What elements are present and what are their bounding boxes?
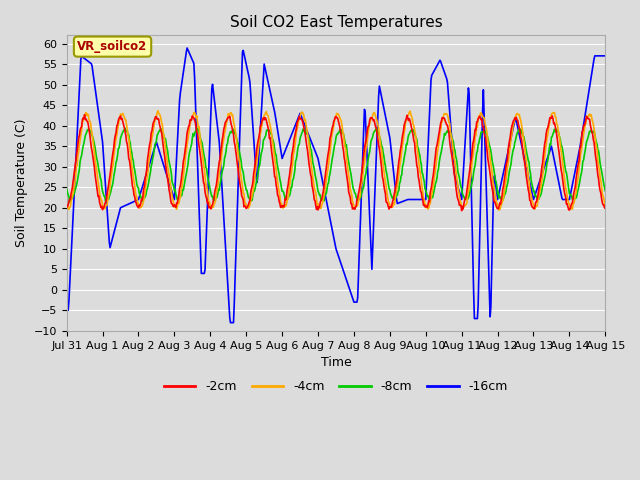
-16cm [329, 231, 337, 237]
-4cm [602, 204, 609, 209]
-16cm [602, 53, 609, 59]
X-axis label: Time: Time [321, 356, 351, 369]
-8cm [554, 128, 561, 133]
Line: -2cm: -2cm [67, 115, 605, 211]
-16cm [381, 113, 389, 119]
-16cm [181, 59, 189, 65]
-4cm [63, 203, 70, 209]
Line: -16cm: -16cm [67, 48, 605, 323]
Text: VR_soilco2: VR_soilco2 [77, 40, 148, 53]
Legend: -2cm, -4cm, -8cm, -16cm: -2cm, -4cm, -8cm, -16cm [159, 375, 513, 398]
-2cm [182, 143, 189, 149]
-2cm [328, 124, 336, 130]
-4cm [205, 199, 212, 204]
-16cm [183, 45, 191, 51]
-8cm [435, 166, 442, 172]
-16cm [554, 173, 561, 179]
-16cm [227, 320, 234, 325]
-2cm [81, 112, 88, 118]
-8cm [372, 125, 380, 131]
Y-axis label: Soil Temperature (C): Soil Temperature (C) [15, 119, 28, 247]
Title: Soil CO2 East Temperatures: Soil CO2 East Temperatures [230, 15, 442, 30]
-4cm [328, 130, 336, 136]
-8cm [205, 180, 212, 185]
-2cm [554, 137, 561, 143]
-16cm [63, 308, 70, 313]
-8cm [328, 156, 336, 162]
-4cm [554, 122, 561, 128]
-16cm [205, 166, 212, 172]
-4cm [495, 207, 503, 213]
-8cm [63, 186, 70, 192]
-16cm [435, 60, 442, 66]
Line: -8cm: -8cm [67, 128, 605, 202]
-8cm [381, 163, 389, 168]
-4cm [182, 152, 189, 158]
-4cm [381, 174, 388, 180]
-8cm [602, 188, 609, 194]
-2cm [381, 187, 388, 193]
Line: -4cm: -4cm [67, 111, 605, 210]
-2cm [205, 205, 212, 211]
-2cm [602, 205, 609, 211]
-8cm [66, 199, 74, 205]
-2cm [63, 203, 70, 208]
-4cm [434, 147, 442, 153]
-4cm [154, 108, 162, 114]
-8cm [182, 174, 189, 180]
-2cm [458, 208, 465, 214]
-2cm [434, 138, 442, 144]
